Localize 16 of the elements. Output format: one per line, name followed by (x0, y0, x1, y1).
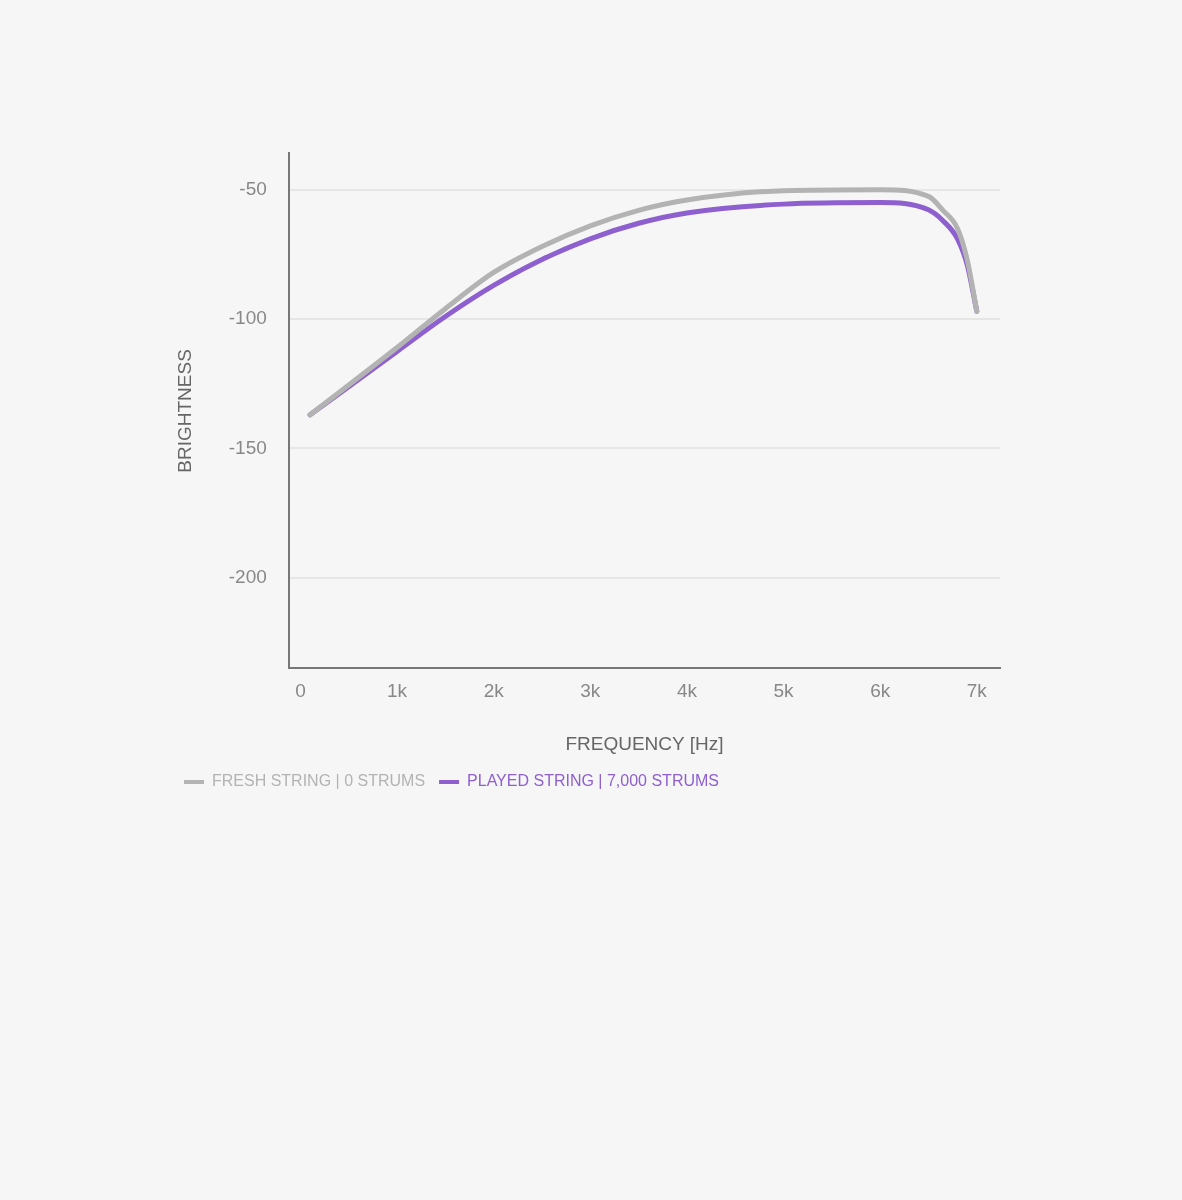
x-tick-label: 1k (387, 680, 408, 702)
x-tick-label: 7k (966, 680, 988, 702)
x-tick-label: 6k (870, 680, 891, 702)
legend-label: PLAYED STRING | 7,000 STRUMS (467, 772, 719, 790)
y-tick-label: -100 (228, 307, 267, 329)
x-tick-label: 0 (295, 680, 306, 702)
y-tick-label: -50 (239, 177, 267, 199)
x-tick-label: 5k (773, 680, 795, 702)
y-tick-label: -150 (228, 436, 267, 458)
x-tick-label: 4k (676, 680, 698, 702)
legend-label: FRESH STRING | 0 STRUMS (212, 772, 426, 790)
y-tick-label: -200 (228, 566, 267, 588)
x-axis-title: FREQUENCY [Hz] (565, 732, 724, 754)
x-tick-label: 3k (580, 680, 601, 702)
y-axis-title: BRIGHTNESS (173, 349, 195, 473)
x-tick-label: 2k (483, 680, 505, 702)
